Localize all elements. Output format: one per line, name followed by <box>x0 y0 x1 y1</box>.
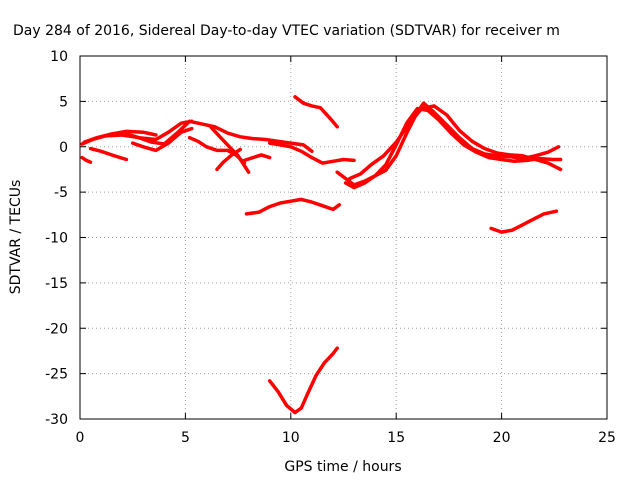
y-tick-label: -30 <box>45 412 68 428</box>
y-tick-label: -20 <box>45 321 68 337</box>
series-line-s13 <box>244 197 342 216</box>
series-line-s2 <box>82 129 158 144</box>
series-line-s12 <box>293 95 339 129</box>
chart-title: Day 284 of 2016, Sidereal Day-to-day VTE… <box>13 23 560 39</box>
axis-ticks: 0 5 10 15 20 25 10 5 0 -5 -10 -15 -20 -25 -30 <box>45 49 616 446</box>
series-line-s10 <box>242 153 272 163</box>
x-tick-label: 15 <box>387 430 405 446</box>
series-line-s16 <box>343 106 563 190</box>
x-tick-label: 20 <box>493 430 511 446</box>
y-tick-label: -25 <box>45 367 68 383</box>
x-axis-label: GPS time / hours <box>284 459 401 475</box>
series-line-s4 <box>88 146 129 162</box>
series-line-s8 <box>208 125 251 174</box>
x-tick-label: 5 <box>181 430 190 446</box>
series-line-s5 <box>124 119 314 154</box>
y-tick-label: 0 <box>59 140 68 156</box>
series-line-s14 <box>267 346 339 415</box>
series-line-s17 <box>348 104 563 181</box>
series-line-s18 <box>489 209 559 234</box>
y-tick-label: -10 <box>45 231 68 247</box>
y-tick-label: -5 <box>54 185 68 201</box>
series-line-s3 <box>80 155 93 164</box>
y-tick-label: -15 <box>45 276 68 292</box>
series-line-s11 <box>267 141 356 165</box>
series-line-s9 <box>215 147 242 172</box>
data-series <box>80 95 563 415</box>
x-tick-label: 0 <box>76 430 85 446</box>
y-tick-label: 10 <box>50 49 68 65</box>
x-tick-label: 25 <box>598 430 616 446</box>
series-line-s6 <box>130 126 194 153</box>
plot-frame <box>79 55 608 420</box>
grid <box>80 56 607 419</box>
y-tick-label: 5 <box>59 94 68 110</box>
x-tick-label: 10 <box>282 430 300 446</box>
y-axis-label: SDTVAR / TECUs <box>8 180 24 295</box>
